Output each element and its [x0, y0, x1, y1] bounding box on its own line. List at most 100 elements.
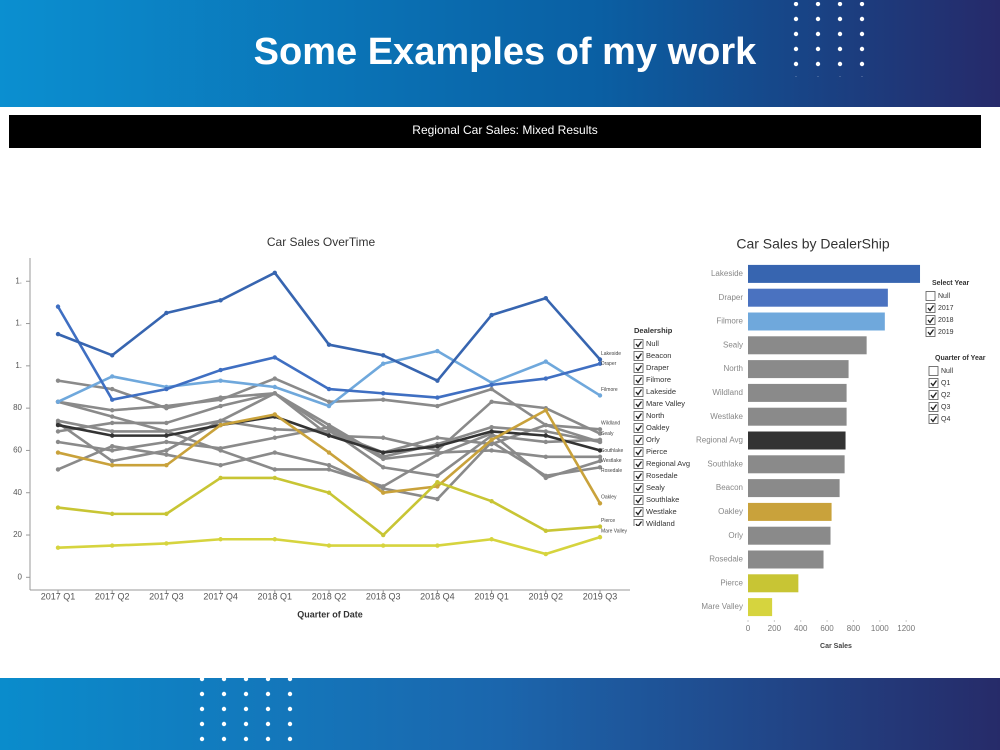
checkbox	[633, 495, 644, 505]
point	[326, 399, 332, 404]
checkbox	[633, 363, 644, 373]
point	[326, 490, 332, 495]
checkbox	[633, 483, 644, 493]
point	[326, 463, 332, 468]
checkbox	[633, 387, 644, 397]
checkmark	[635, 377, 643, 384]
point	[110, 429, 115, 434]
point	[218, 422, 223, 428]
point	[55, 399, 61, 404]
point	[272, 467, 277, 472]
point	[272, 270, 277, 276]
checkmark	[635, 521, 643, 526]
point	[489, 399, 494, 404]
x-axis-label: Quarter of Date	[297, 609, 363, 619]
point	[435, 543, 440, 548]
checkbox	[928, 378, 939, 388]
point	[55, 429, 61, 434]
point	[381, 391, 386, 396]
point	[381, 484, 386, 489]
point	[164, 420, 169, 426]
y-tick-label: Pierce	[720, 578, 743, 587]
point	[272, 376, 277, 381]
x-tick-label: 800	[847, 624, 861, 633]
point	[110, 420, 115, 426]
y-tick-label: 20	[13, 530, 22, 539]
point	[110, 374, 115, 379]
filter-item: Sealy	[646, 483, 665, 492]
point	[435, 403, 440, 409]
point	[435, 348, 440, 354]
dashboard-title-bar	[9, 115, 981, 148]
dashboard: Car Sales OverTime 0 20 40 60 80 1. 1. 1. 2017 Q1…	[13, 235, 986, 650]
point	[489, 382, 494, 388]
filter-item: Null	[941, 368, 954, 375]
point	[218, 537, 223, 542]
point	[597, 448, 603, 453]
checkmark	[635, 341, 643, 348]
filter-item: Orly	[646, 435, 660, 444]
y-tick-label: 0	[18, 572, 23, 581]
filter-item: Lakeside	[646, 387, 676, 396]
point	[326, 386, 332, 392]
filter-item: North	[646, 411, 664, 420]
footer-band	[0, 678, 1000, 750]
x-tick-label: 0	[746, 624, 751, 633]
checkbox	[925, 327, 936, 337]
filter-list: Null 2017 2018 2019	[925, 291, 954, 337]
point	[272, 384, 277, 390]
point	[435, 479, 440, 485]
filter-item: Q4	[941, 416, 950, 423]
bar	[748, 288, 888, 307]
end-label: Mare Valley	[601, 528, 628, 534]
bar	[748, 550, 824, 569]
checkbox	[928, 390, 939, 400]
checkmark	[930, 416, 938, 423]
y-tick-label: 1.	[15, 276, 22, 285]
checkmark	[635, 389, 643, 396]
point	[164, 433, 169, 438]
point	[218, 395, 223, 400]
filter-item: Draper	[646, 363, 669, 372]
point	[381, 465, 386, 470]
filter-item: Wildland	[646, 519, 675, 528]
filter-item: 2019	[938, 329, 954, 336]
point	[326, 429, 332, 434]
y-tick-label: Westlake	[710, 412, 743, 421]
bar	[748, 264, 921, 283]
bar	[748, 526, 831, 545]
x-tick-label: 2019 Q2	[529, 591, 564, 601]
point	[164, 429, 169, 434]
y-tick-label: Oakley	[718, 507, 743, 516]
point	[489, 424, 494, 430]
checkbox	[928, 402, 939, 412]
point	[55, 378, 61, 383]
point	[110, 353, 115, 358]
y-tick-label: Regional Avg	[696, 436, 743, 445]
point	[435, 395, 440, 400]
point	[543, 295, 548, 301]
point	[218, 298, 223, 303]
bar	[748, 407, 847, 426]
checkbox	[633, 399, 644, 409]
filter-item: Westlake	[646, 507, 677, 516]
point	[164, 405, 169, 411]
filter-item: Null	[938, 293, 951, 300]
point	[597, 524, 603, 529]
checkbox	[633, 447, 644, 457]
filter-item: Q1	[941, 380, 950, 387]
y-tick-label: Lakeside	[711, 269, 744, 278]
point	[218, 378, 223, 383]
point	[543, 422, 548, 428]
point	[543, 475, 548, 481]
checkmark	[635, 461, 643, 468]
x-tick-label: 600	[820, 624, 834, 633]
x-tick-label: 2017 Q3	[149, 591, 184, 601]
point	[164, 511, 169, 517]
point	[543, 433, 548, 438]
point	[164, 541, 169, 546]
point	[110, 458, 115, 464]
point	[272, 427, 277, 432]
point	[272, 450, 277, 455]
